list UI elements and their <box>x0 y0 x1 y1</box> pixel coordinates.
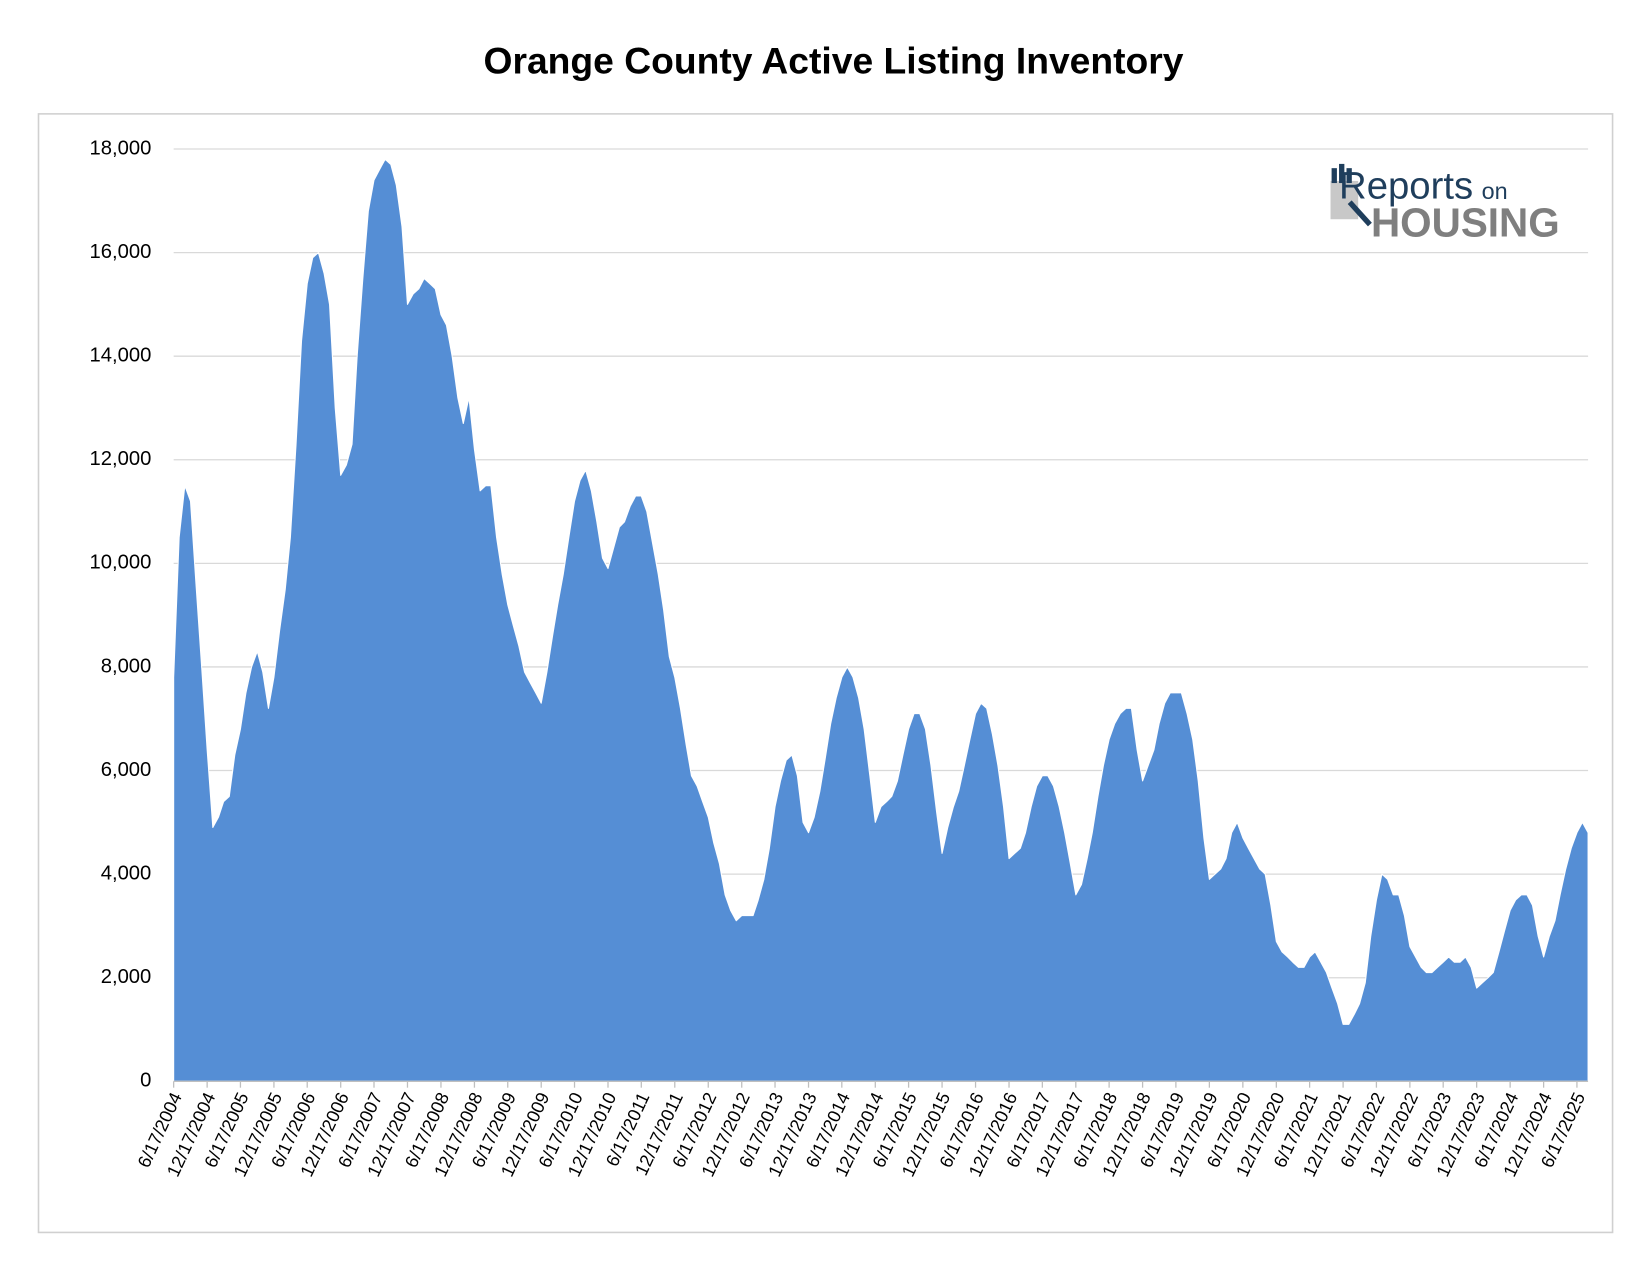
logo-icon <box>1331 168 1337 184</box>
logo-icon <box>1346 168 1352 184</box>
y-tick-label: 8,000 <box>101 655 152 677</box>
y-tick-label: 18,000 <box>89 137 151 159</box>
area <box>173 158 1589 1082</box>
y-tick-label: 6,000 <box>101 759 152 781</box>
y-tick-label: 4,000 <box>101 862 152 884</box>
logo-text: Reports <box>1339 165 1473 208</box>
logo-icon <box>1347 200 1372 227</box>
logo-icon <box>1330 180 1359 220</box>
y-tick-label: 14,000 <box>89 345 151 367</box>
y-tick-label: 0 <box>140 1070 151 1092</box>
logo-text: on <box>1482 178 1508 204</box>
y-tick-label: 16,000 <box>89 241 151 263</box>
logo: Reports on HOUSING <box>1330 163 1560 245</box>
chart-title: Orange County Active Listing Inventory <box>484 40 1184 82</box>
y-tick-label: 2,000 <box>101 966 152 988</box>
y-tick-label: 10,000 <box>89 552 151 574</box>
logo-icon <box>1339 163 1345 184</box>
logo-text: HOUSING <box>1371 199 1560 245</box>
y-tick-label: 12,000 <box>89 448 151 470</box>
